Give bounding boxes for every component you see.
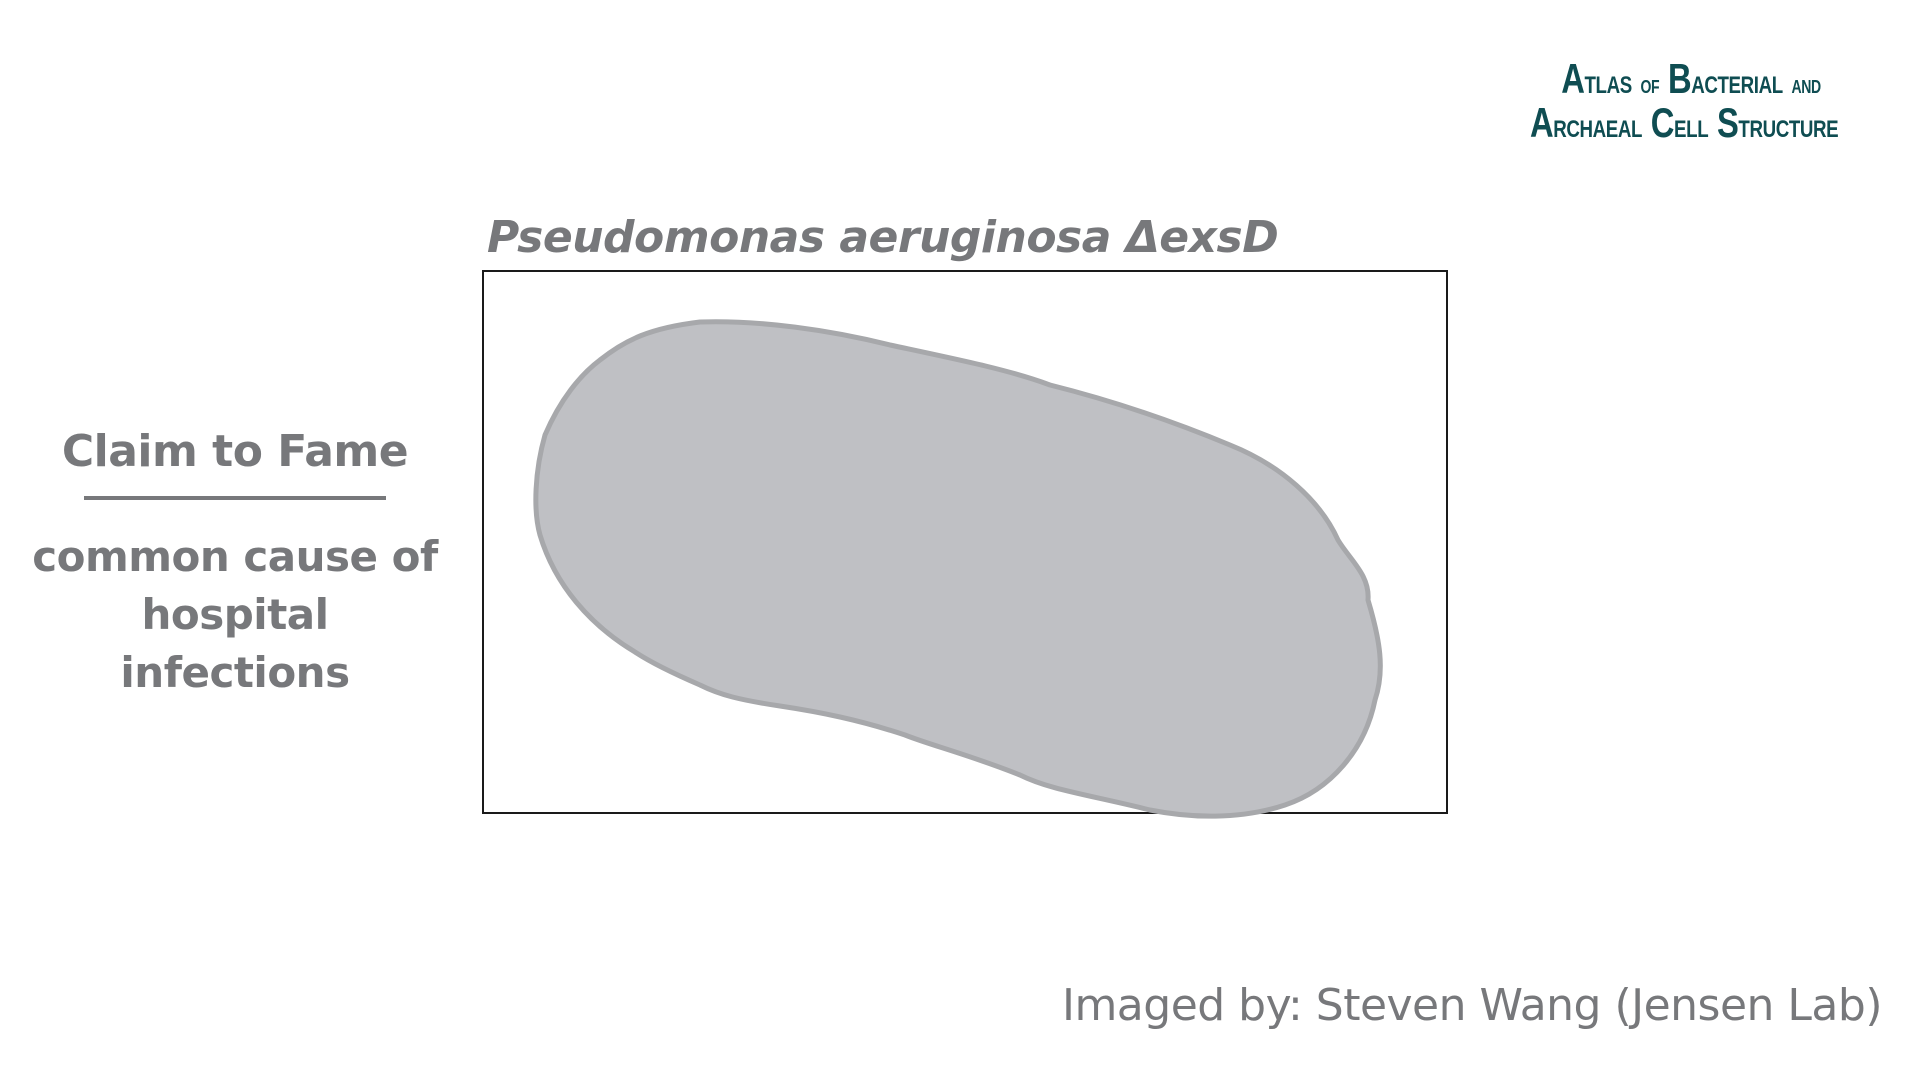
claim-body-line-1: common cause of bbox=[32, 532, 438, 581]
logo-line-1: ATLAS OF BACTERIAL AND bbox=[1561, 55, 1821, 102]
claim-to-fame: Claim to Fame common cause of hospital i… bbox=[20, 420, 450, 702]
cell-sketch-frame bbox=[482, 270, 1448, 814]
species-title: Pseudomonas aeruginosa ΔexsD bbox=[487, 212, 1279, 263]
claim-body-line-2: hospital infections bbox=[120, 590, 350, 697]
atlas-logo: ATLAS OF BACTERIAL AND ARCHAEAL CELL STR… bbox=[1530, 55, 1839, 158]
bacterial-cell-shape bbox=[533, 319, 1383, 819]
claim-divider bbox=[84, 496, 386, 500]
imaged-by-credit: Imaged by: Steven Wang (Jensen Lab) bbox=[1061, 980, 1883, 1031]
claim-heading: Claim to Fame bbox=[61, 426, 409, 477]
logo-line-2: ARCHAEAL CELL STRUCTURE bbox=[1530, 99, 1839, 146]
